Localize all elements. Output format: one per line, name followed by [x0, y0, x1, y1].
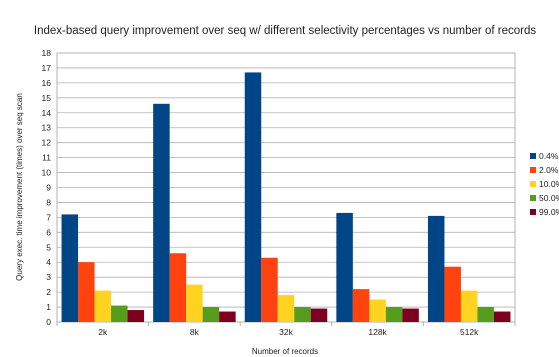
y-tick-label: 4	[46, 257, 51, 267]
bar-8k-2.0%	[169, 253, 187, 322]
bar-8k-50.0%	[202, 307, 220, 322]
legend-label: 0.4%	[539, 151, 559, 161]
grid-lines	[56, 52, 516, 326]
y-tick-label: 12	[42, 138, 52, 148]
legend-swatch	[530, 181, 536, 187]
bar-8k-99.0%	[219, 311, 236, 322]
bar-32k-0.4%	[244, 72, 262, 322]
bar-2k-50.0%	[111, 305, 128, 322]
y-tick-label: 10	[42, 168, 52, 178]
bar-128k-99.0%	[402, 308, 419, 322]
x-tick-labels: 2k 8k 32k 128k 512k	[98, 327, 479, 337]
y-tick-label: 14	[42, 108, 52, 118]
legend-label: 10.0%	[539, 179, 559, 189]
y-tick-label: 7	[46, 212, 51, 222]
y-axis-label: Query exec. time improvement (times) ove…	[15, 93, 24, 281]
legend-label: 99.0%	[539, 207, 559, 217]
bar-512k-0.4%	[427, 215, 445, 322]
bars	[61, 72, 511, 322]
bar-512k-99.0%	[493, 311, 511, 322]
y-tick-label: 15	[42, 93, 52, 103]
y-tick-label: 6	[46, 227, 51, 237]
bar-2k-10.0%	[94, 290, 112, 322]
legend: 0.4% 2.0% 10.0% 50.0% 99.0%	[530, 151, 559, 217]
bar-8k-0.4%	[153, 103, 170, 322]
legend-label: 2.0%	[539, 165, 559, 175]
bar-512k-50.0%	[477, 307, 494, 322]
bar-8k-10.0%	[186, 284, 203, 322]
x-tick-label: 512k	[460, 327, 479, 337]
legend-swatch	[530, 153, 536, 159]
chart-title: Index-based query improvement over seq w…	[34, 25, 536, 37]
legend-swatch	[530, 167, 536, 173]
bar-128k-50.0%	[385, 307, 403, 322]
y-tick-label: 11	[42, 153, 51, 163]
y-tick-label: 2	[46, 287, 51, 297]
bar-128k-0.4%	[336, 212, 353, 322]
y-tick-label: 1	[46, 302, 51, 312]
bar-32k-10.0%	[277, 295, 295, 322]
y-tick-label: 9	[46, 183, 51, 193]
y-tick-label: 16	[42, 78, 52, 88]
bar-2k-99.0%	[127, 310, 145, 322]
y-tick-label: 13	[42, 123, 52, 133]
x-tick-label: 32k	[279, 327, 293, 337]
bar-512k-2.0%	[444, 266, 461, 322]
y-tick-label: 5	[46, 242, 51, 252]
x-tick-label: 128k	[368, 327, 387, 337]
y-tick-label: 8	[46, 197, 51, 207]
bar-128k-10.0%	[369, 299, 386, 322]
y-tick-label: 3	[46, 272, 51, 282]
bar-512k-10.0%	[460, 290, 478, 322]
bar-2k-0.4%	[61, 214, 79, 322]
bar-32k-2.0%	[261, 257, 278, 322]
x-axis-label: Number of records	[252, 347, 318, 356]
bar-32k-50.0%	[294, 307, 311, 322]
y-tick-label: 0	[46, 317, 51, 327]
x-tick-label: 8k	[190, 327, 200, 337]
y-tick-label: 18	[42, 48, 52, 58]
x-tick-label: 2k	[98, 327, 108, 337]
bar-32k-99.0%	[310, 308, 328, 322]
legend-label: 50.0%	[539, 193, 559, 203]
legend-swatch	[530, 209, 536, 215]
legend-swatch	[530, 195, 536, 201]
bar-2k-2.0%	[78, 262, 95, 322]
y-tick-label: 17	[42, 63, 52, 73]
bar-128k-2.0%	[352, 289, 370, 322]
